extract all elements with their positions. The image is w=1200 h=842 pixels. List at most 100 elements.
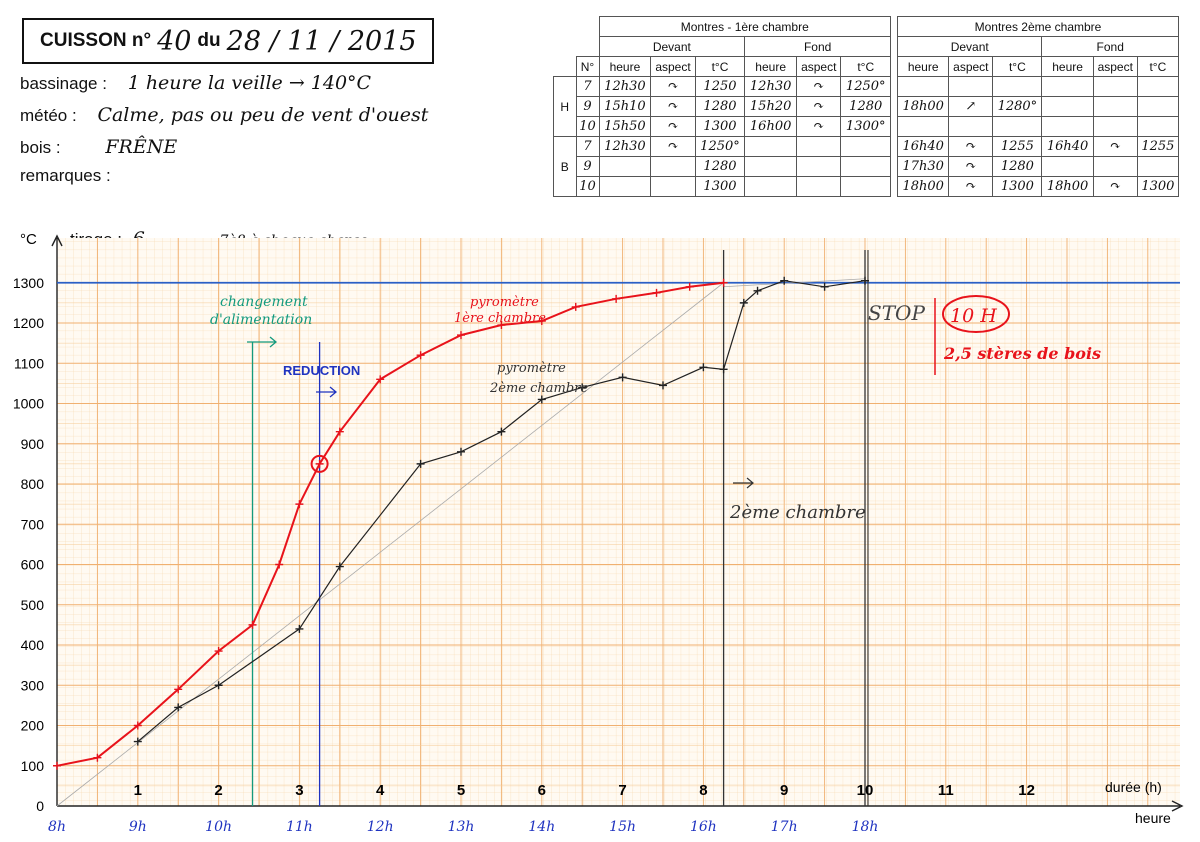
- data-point-2: [537, 395, 546, 404]
- reduction-arrow: [316, 386, 338, 398]
- chambre2-arrow: [733, 477, 754, 489]
- meteo-value: Calme, pas ou peu de vent d'ouest: [97, 104, 429, 126]
- montres-1-cell: [598, 156, 652, 177]
- montres-1-row: 9 1280: [554, 156, 891, 177]
- data-point-2: [133, 737, 142, 746]
- changement-label: changement d'alimentation: [210, 294, 312, 328]
- meteo-label: météo :: [20, 106, 77, 125]
- montres-1-cell: 16h00: [744, 116, 798, 137]
- data-point-2: [753, 286, 762, 295]
- data-point-1: [214, 647, 223, 656]
- montres-2-cell: [1092, 76, 1138, 97]
- montres-1-cell: [796, 176, 842, 197]
- y-tick-label: 800: [21, 476, 45, 492]
- y-tick-label: 1200: [13, 315, 44, 331]
- montres-1-cell: [796, 136, 842, 157]
- steres-label: 2,5 stères de bois: [943, 344, 1101, 363]
- reduction-label: REDUCTION: [283, 363, 360, 378]
- montres-1-row: B 7 12h30 ↷ 1250°: [553, 136, 891, 197]
- pyro1-line-1: pyromètre: [470, 295, 539, 310]
- montres-2-cell: 18h00: [896, 176, 950, 197]
- bois-value: FRÊNE: [105, 136, 178, 158]
- montres-2-col-header: t°C: [992, 56, 1043, 77]
- montres-1-cell: 1250°: [840, 76, 891, 97]
- firing-chart: 0 100 200 300 400 500 600 700 800 900 1000 1100 1200…: [13, 231, 1184, 835]
- montres-1-cell: 15h20: [744, 96, 798, 117]
- montres-1-group: B: [553, 136, 577, 197]
- meteo-row: météo : Calme, pas ou peu de vent d'oues…: [20, 104, 428, 126]
- x-tick-label: 1: [134, 782, 142, 799]
- montres-2-cell: [1136, 96, 1180, 117]
- montres-2-cell: [1136, 116, 1180, 137]
- montres-1-cell: [744, 136, 798, 157]
- hour-tick-label: 17h: [771, 819, 798, 835]
- montres-1-cell: 15h10: [598, 96, 652, 117]
- montres-2-cell: 16h40: [896, 136, 950, 157]
- data-point-1: [376, 375, 385, 384]
- montres-1-cell: [796, 156, 842, 177]
- montres-1-cell: ↷: [796, 116, 842, 137]
- data-point-2: [416, 459, 425, 468]
- data-point-1: [571, 302, 580, 311]
- x-tick-label: 2: [214, 782, 222, 799]
- montres-2-fond: Fond: [1041, 36, 1179, 57]
- y-tick-label: 200: [21, 718, 45, 734]
- montres-2-cell: 17h30: [896, 156, 950, 177]
- montres-2-cell: 1280: [992, 156, 1043, 177]
- montres-2-cell: [1041, 156, 1094, 177]
- montres-1-cell: ↷: [796, 96, 842, 117]
- montres-2-cell: 18h00: [1041, 176, 1094, 197]
- remarques-row: remarques :: [20, 166, 111, 186]
- montres-1-fond: Fond: [744, 36, 891, 57]
- x-tick-label: 4: [376, 782, 385, 799]
- hour-tick-label: 18h: [852, 819, 879, 835]
- data-point-1: [612, 294, 621, 303]
- montres-2-cell: ↷: [948, 176, 994, 197]
- montres-1-cell: ↷: [650, 76, 696, 97]
- pyro2-line-2: 2ème chambre: [489, 381, 588, 396]
- y-tick-label: 300: [21, 677, 45, 693]
- hour-tick-label: 13h: [448, 819, 475, 835]
- bois-label: bois :: [20, 138, 61, 157]
- y-tick-label: 0: [36, 798, 44, 814]
- montres-1-col-header: heure: [598, 56, 652, 77]
- montres-1-title: Montres - 1ère chambre: [598, 16, 891, 37]
- data-point-2: [659, 381, 667, 390]
- chambre2-label: 2ème chambre: [729, 502, 866, 523]
- montres-1-cell: 1250°: [694, 136, 746, 157]
- montres-2-col-header: aspect: [1092, 56, 1138, 77]
- montres-1-cell: ↷: [796, 76, 842, 97]
- montres-1-col-n: N°: [575, 56, 600, 77]
- montres-1-cell: 1280: [694, 156, 746, 177]
- bassinage-label: bassinage :: [20, 74, 107, 93]
- x-tick-label: 12: [1018, 782, 1035, 799]
- montres-1-col-header: aspect: [650, 56, 696, 77]
- montres-2-cell: [948, 76, 994, 97]
- montres-2-col-header: t°C: [1136, 56, 1180, 77]
- data-point-1: [457, 331, 465, 340]
- stop-label: STOP: [868, 301, 925, 325]
- x-tick-label: 9: [780, 782, 788, 799]
- hour-tick-label: 11h: [286, 819, 313, 835]
- data-point-1: [248, 620, 257, 629]
- data-point-1: [53, 761, 61, 770]
- changement-line-1: changement: [220, 294, 308, 310]
- montres-2-cell: [1092, 156, 1138, 177]
- montres-1-devant: Devant: [598, 36, 746, 57]
- pyro2-label: pyromètre 2ème chambre: [489, 361, 588, 396]
- montres-2-row: 16h40 ↷ 1255 16h40 ↷ 1255: [896, 136, 1180, 157]
- data-point-2: [497, 427, 506, 436]
- montres-1-cell: [744, 176, 798, 197]
- montres-1-cell: 12h30: [598, 136, 652, 157]
- y-tick-label: 1000: [13, 396, 44, 412]
- reference-diagonal: [56, 282, 724, 807]
- data-point-2: [457, 447, 465, 456]
- hour-tick-label: 16h: [690, 819, 717, 835]
- tick-labels: 0 100 200 300 400 500 600 700 800 900 1000 1100 1200…: [13, 275, 1035, 835]
- data-point-2: [861, 276, 869, 285]
- x-tick-label: 3: [295, 782, 303, 799]
- montres-1-cell: 12h30: [598, 76, 652, 97]
- x-axis-label: durée (h): [1105, 779, 1162, 795]
- data-point-1: [537, 316, 546, 325]
- montres-2-row: 17h30 ↷ 1280: [896, 156, 1180, 177]
